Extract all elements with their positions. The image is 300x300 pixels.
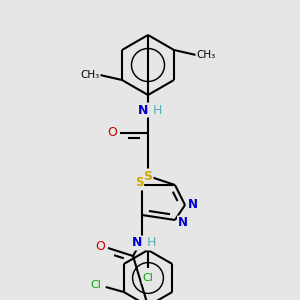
Text: H: H xyxy=(152,103,162,116)
Text: N: N xyxy=(178,217,188,230)
Text: O: O xyxy=(95,239,105,253)
Text: N: N xyxy=(188,199,198,212)
Text: Cl: Cl xyxy=(142,273,153,283)
Text: H: H xyxy=(146,236,156,250)
Text: CH₃: CH₃ xyxy=(196,50,216,60)
Text: Cl: Cl xyxy=(90,280,101,290)
Text: S: S xyxy=(135,176,143,190)
Text: S: S xyxy=(143,169,152,182)
Text: O: O xyxy=(107,127,117,140)
Text: N: N xyxy=(138,103,148,116)
Text: N: N xyxy=(132,236,142,250)
Text: CH₃: CH₃ xyxy=(80,70,100,80)
